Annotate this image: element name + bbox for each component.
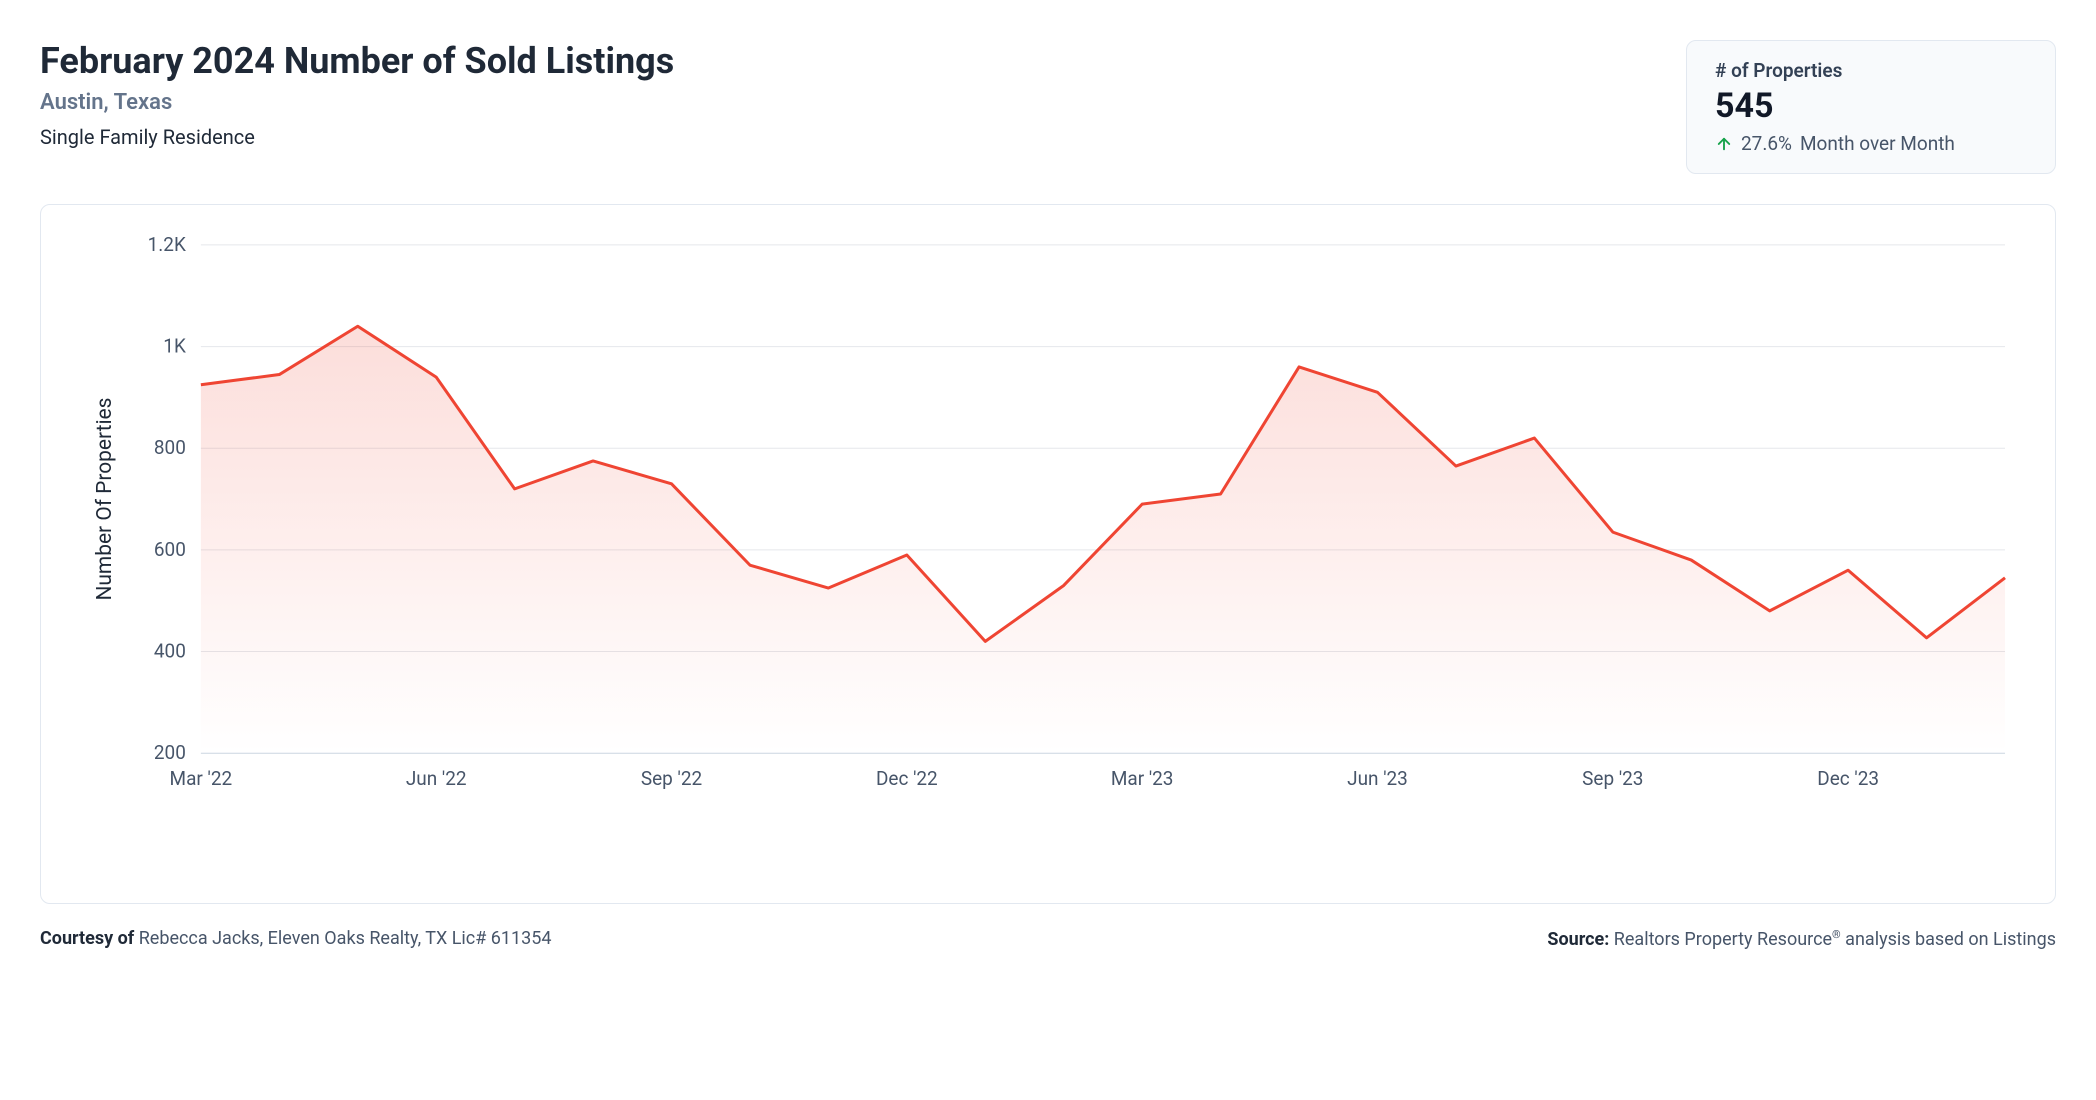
- footer-left-text: Rebecca Jacks, Eleven Oaks Realty, TX Li…: [139, 928, 552, 949]
- registered-mark: ®: [1832, 928, 1841, 941]
- xtick-label: Dec '23: [1817, 767, 1879, 790]
- xtick-label: Sep '22: [641, 767, 702, 790]
- stat-card: # of Properties 545 27.6% Month over Mon…: [1686, 40, 2056, 174]
- footer-right-text-a: Realtors Property Resource: [1614, 929, 1832, 950]
- footer-right-prefix: Source:: [1547, 929, 1613, 950]
- stat-change: 27.6% Month over Month: [1715, 132, 2027, 155]
- page-title: February 2024 Number of Sold Listings: [40, 40, 1686, 82]
- ytick-label: 600: [154, 538, 186, 561]
- xtick-label: Jun '22: [406, 767, 467, 790]
- xtick-label: Mar '23: [1111, 767, 1174, 790]
- property-type-label: Single Family Residence: [40, 125, 1686, 149]
- chart-container: 200 400 600 800 1K 1.2K Number Of Properties Ma…: [40, 204, 2056, 904]
- xtick-label: Jun '23: [1347, 767, 1408, 790]
- footer-right: Source: Realtors Property Resource® anal…: [1547, 928, 2056, 950]
- ytick-label: 200: [154, 741, 186, 764]
- xtick-label: Mar '22: [170, 767, 233, 790]
- area-chart: 200 400 600 800 1K 1.2K Number Of Properties Ma…: [71, 225, 2025, 813]
- xtick-label: Sep '23: [1582, 767, 1643, 790]
- ytick-label: 800: [154, 436, 186, 459]
- footer-left: Courtesy of Rebecca Jacks, Eleven Oaks R…: [40, 928, 551, 950]
- ytick-label: 1K: [163, 335, 186, 358]
- series-area: [201, 326, 2005, 753]
- stat-value: 545: [1715, 86, 2027, 126]
- stat-change-pct: 27.6%: [1741, 132, 1792, 155]
- ytick-label: 400: [154, 640, 186, 663]
- footer-left-prefix: Courtesy of: [40, 928, 139, 949]
- arrow-up-icon: [1715, 135, 1733, 153]
- location-subtitle: Austin, Texas: [40, 90, 1686, 115]
- stat-label: # of Properties: [1715, 59, 2027, 82]
- ytick-label: 1.2K: [148, 233, 186, 256]
- yaxis-title: Number Of Properties: [93, 398, 117, 601]
- xtick-label: Dec '22: [876, 767, 938, 790]
- footer-right-text-b: analysis based on Listings: [1841, 929, 2056, 950]
- stat-change-suffix: Month over Month: [1800, 132, 1955, 155]
